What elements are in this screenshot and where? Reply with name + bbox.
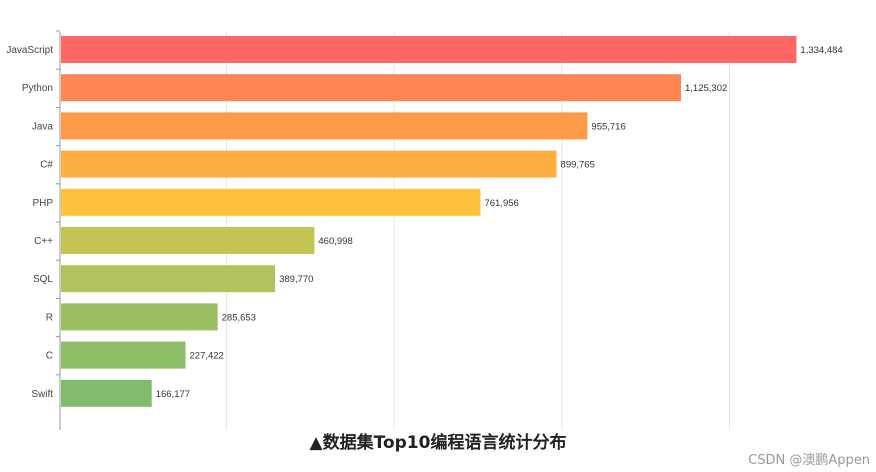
bar-swift (61, 379, 152, 407)
figure-caption: ▲数据集Top10编程语言统计分布 (309, 433, 567, 453)
data-label-8: 227,422 (190, 351, 224, 362)
y-tick-label-0: JavaScript (6, 45, 53, 56)
data-label-2: 955,716 (591, 121, 625, 132)
y-tick-label-4: PHP (32, 198, 53, 209)
watermark: CSDN @澳鹏Appen (748, 453, 870, 468)
bar-chart: JavaScript 1,334,484 Python 1,125,302 Java 95… (6, 30, 843, 430)
data-label-0: 1,334,484 (800, 45, 842, 56)
y-tick-label-8: C (46, 351, 53, 362)
y-tick-label-7: R (46, 312, 53, 323)
bar-c- (61, 150, 557, 178)
y-tick-label-3: C# (40, 160, 53, 171)
y-tick-label-6: SQL (33, 274, 53, 285)
data-label-4: 761,956 (484, 198, 518, 209)
data-label-3: 899,765 (561, 160, 595, 171)
data-label-7: 285,653 (222, 312, 256, 323)
bar-c- (61, 227, 315, 254)
bar-php (61, 188, 481, 216)
bar-python (61, 74, 681, 102)
y-tick-label-9: Swift (31, 389, 53, 400)
data-label-6: 389,770 (279, 274, 313, 285)
data-label-9: 166,177 (156, 389, 190, 400)
bar-javascript (61, 36, 797, 63)
bar-sql (61, 265, 276, 293)
bar-java (61, 112, 588, 140)
y-tick-label-2: Java (32, 121, 54, 132)
data-label-1: 1,125,302 (685, 83, 727, 94)
bar-c (61, 341, 186, 369)
data-label-5: 460,998 (318, 236, 352, 247)
y-tick-label-5: C++ (34, 236, 53, 247)
y-tick-label-1: Python (22, 83, 53, 94)
chart-svg: JavaScript 1,334,484 Python 1,125,302 Java 95… (6, 30, 843, 430)
bar-r (61, 303, 218, 331)
